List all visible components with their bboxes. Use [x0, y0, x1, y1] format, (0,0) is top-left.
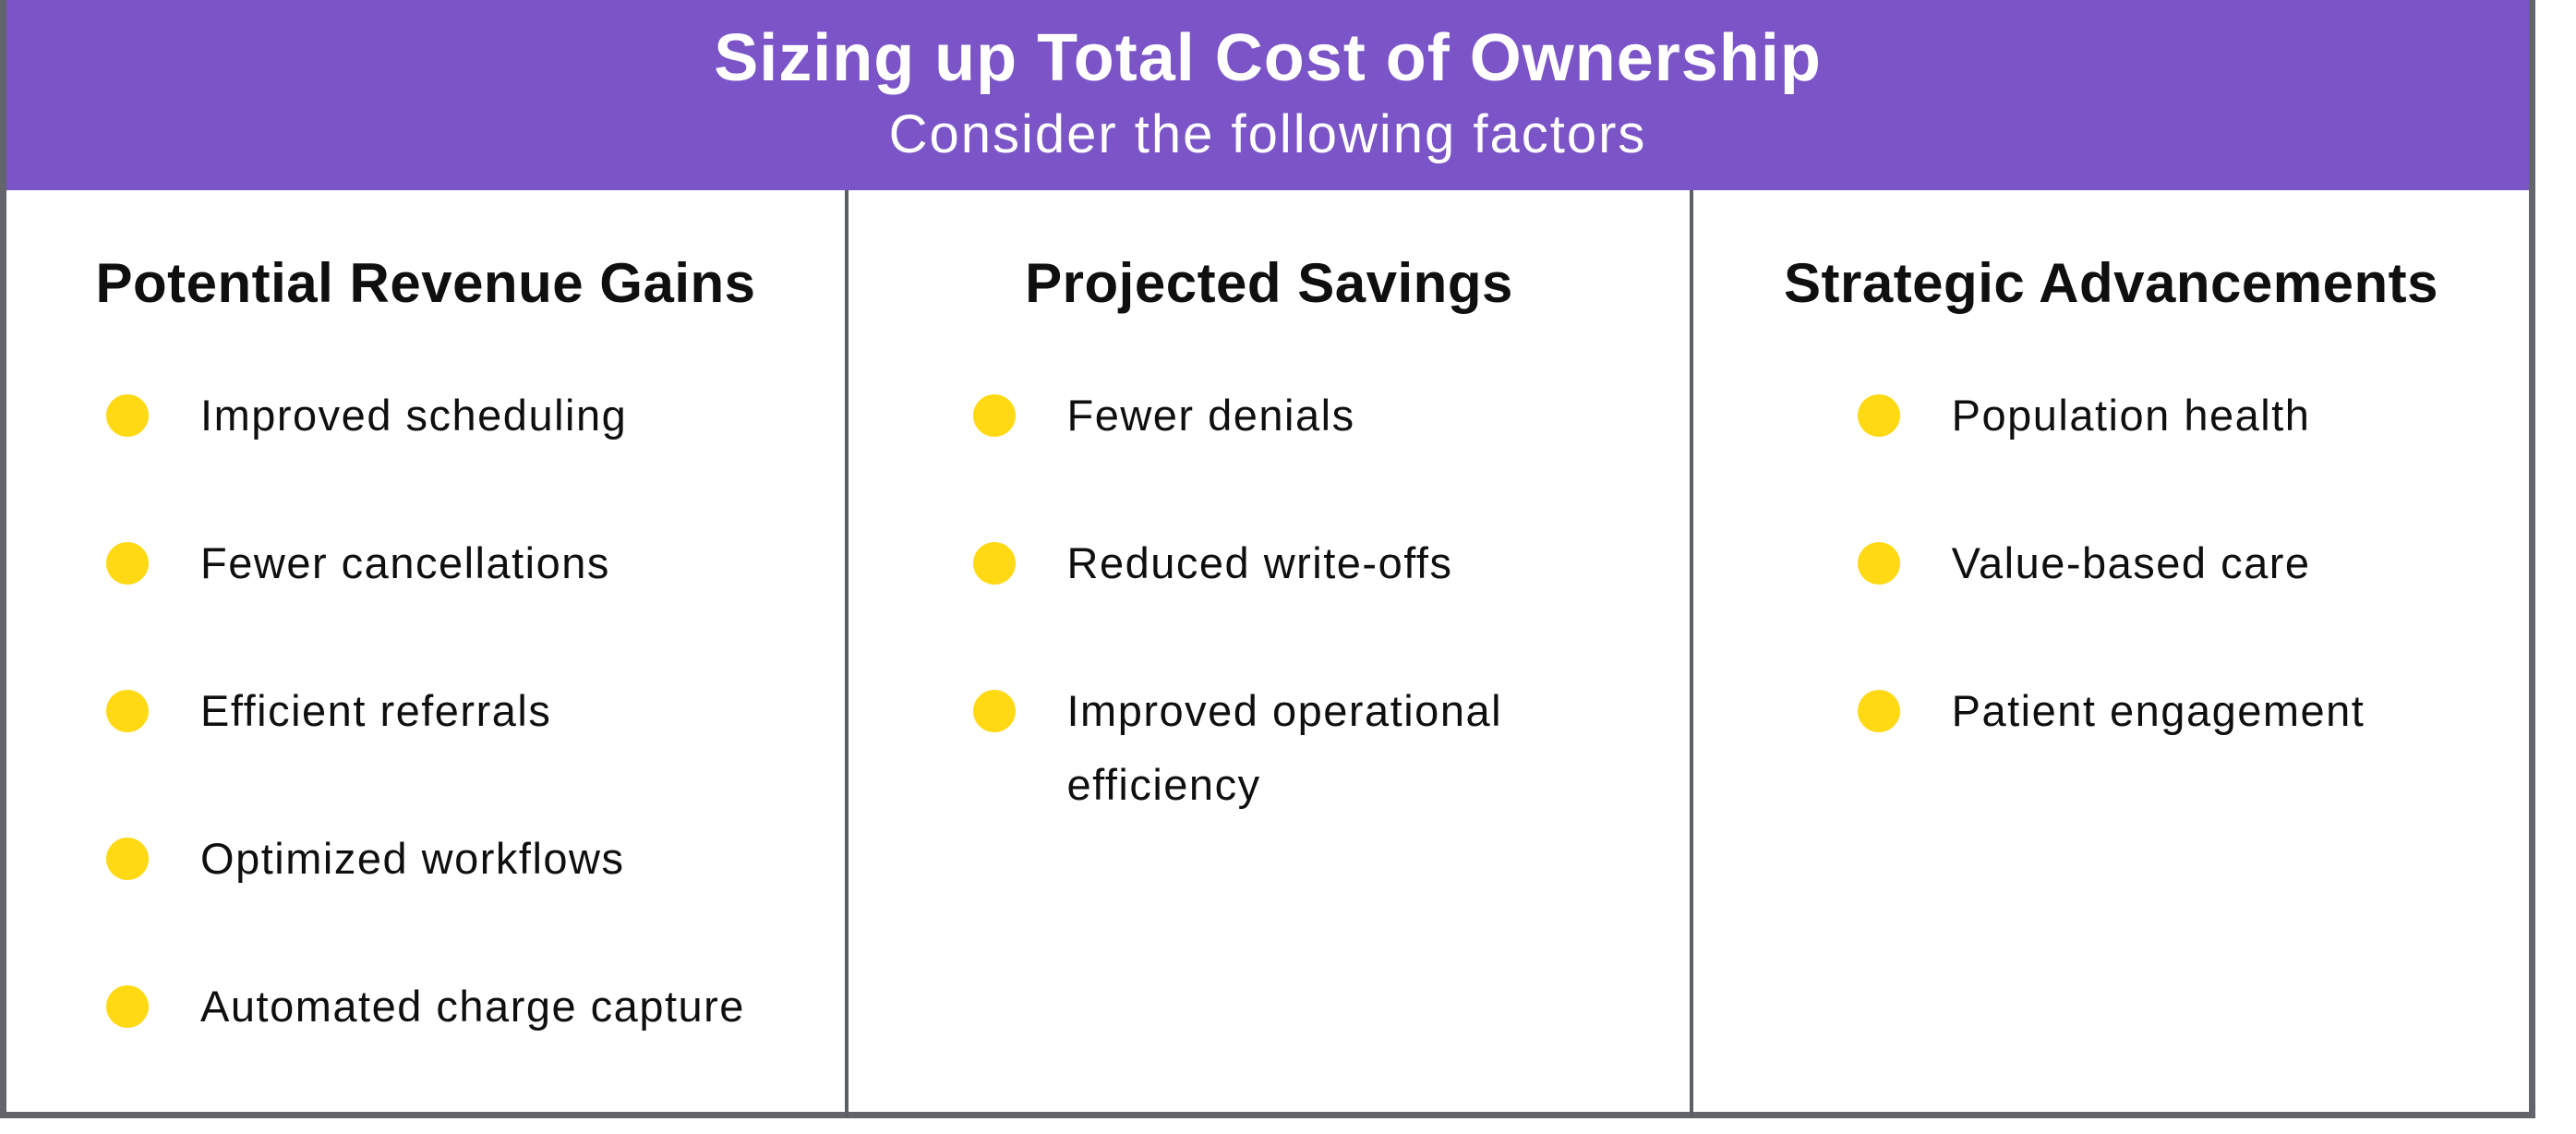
item-label: Automated charge capture [200, 982, 745, 1031]
list-item: Improved operational efficiency [972, 674, 1566, 822]
header-bar: Sizing up Total Cost of Ownership Consid… [6, 0, 2529, 190]
list-item: Patient engagement [1857, 674, 2365, 748]
column-header: Strategic Advancements [1783, 252, 2439, 314]
list-item: Automated charge capture [106, 970, 745, 1044]
list-item: Efficient referrals [106, 674, 745, 748]
list-item: Reduced write-offs [972, 526, 1566, 600]
page-subtitle: Consider the following factors [888, 104, 1647, 164]
list-item: Fewer denials [972, 379, 1566, 452]
item-label: Improved operational efficiency [1066, 686, 1503, 809]
item-label: Reduced write-offs [1066, 538, 1453, 587]
bullet-dot-icon [972, 690, 1016, 732]
bullet-list: Population health Value-based care Patie… [1857, 379, 2365, 822]
list-item: Improved scheduling [106, 379, 745, 452]
column-projected-savings: Projected Savings Fewer denials Reduced … [845, 190, 1690, 1117]
column-strategic-advancements: Strategic Advancements Population health… [1690, 190, 2529, 1117]
item-label: Fewer cancellations [200, 538, 610, 587]
item-label: Population health [1951, 391, 2311, 440]
item-label: Efficient referrals [200, 686, 552, 735]
item-label: Value-based care [1951, 538, 2311, 587]
bullet-dot-icon [972, 542, 1016, 585]
bullet-dot-icon [106, 838, 150, 880]
column-header: Projected Savings [1025, 252, 1513, 314]
bullet-dot-icon [1857, 542, 1900, 585]
item-label: Fewer denials [1066, 391, 1355, 440]
bullet-dot-icon [106, 985, 150, 1028]
list-item: Fewer cancellations [106, 526, 745, 600]
bullet-list: Fewer denials Reduced write-offs Improve… [972, 379, 1566, 896]
bullet-dot-icon [106, 542, 150, 585]
bullet-dot-icon [106, 394, 150, 437]
list-item: Population health [1857, 379, 2365, 452]
bullet-list: Improved scheduling Fewer cancellations … [106, 379, 745, 1117]
bullet-dot-icon [1857, 394, 1900, 437]
list-item: Value-based care [1857, 526, 2365, 600]
page-title: Sizing up Total Cost of Ownership [714, 21, 1822, 95]
item-label: Patient engagement [1951, 686, 2365, 735]
bullet-dot-icon [1857, 690, 1900, 732]
bullet-dot-icon [972, 394, 1016, 437]
bullet-dot-icon [106, 690, 150, 732]
list-item: Optimized workflows [106, 822, 745, 896]
column-potential-revenue-gains: Potential Revenue Gains Improved schedul… [6, 190, 845, 1117]
column-header: Potential Revenue Gains [95, 252, 756, 314]
item-label: Optimized workflows [200, 834, 625, 883]
toc-factors-table: Sizing up Total Cost of Ownership Consid… [0, 0, 2535, 1118]
table-body: Potential Revenue Gains Improved schedul… [6, 190, 2529, 1117]
item-label: Improved scheduling [200, 391, 628, 440]
